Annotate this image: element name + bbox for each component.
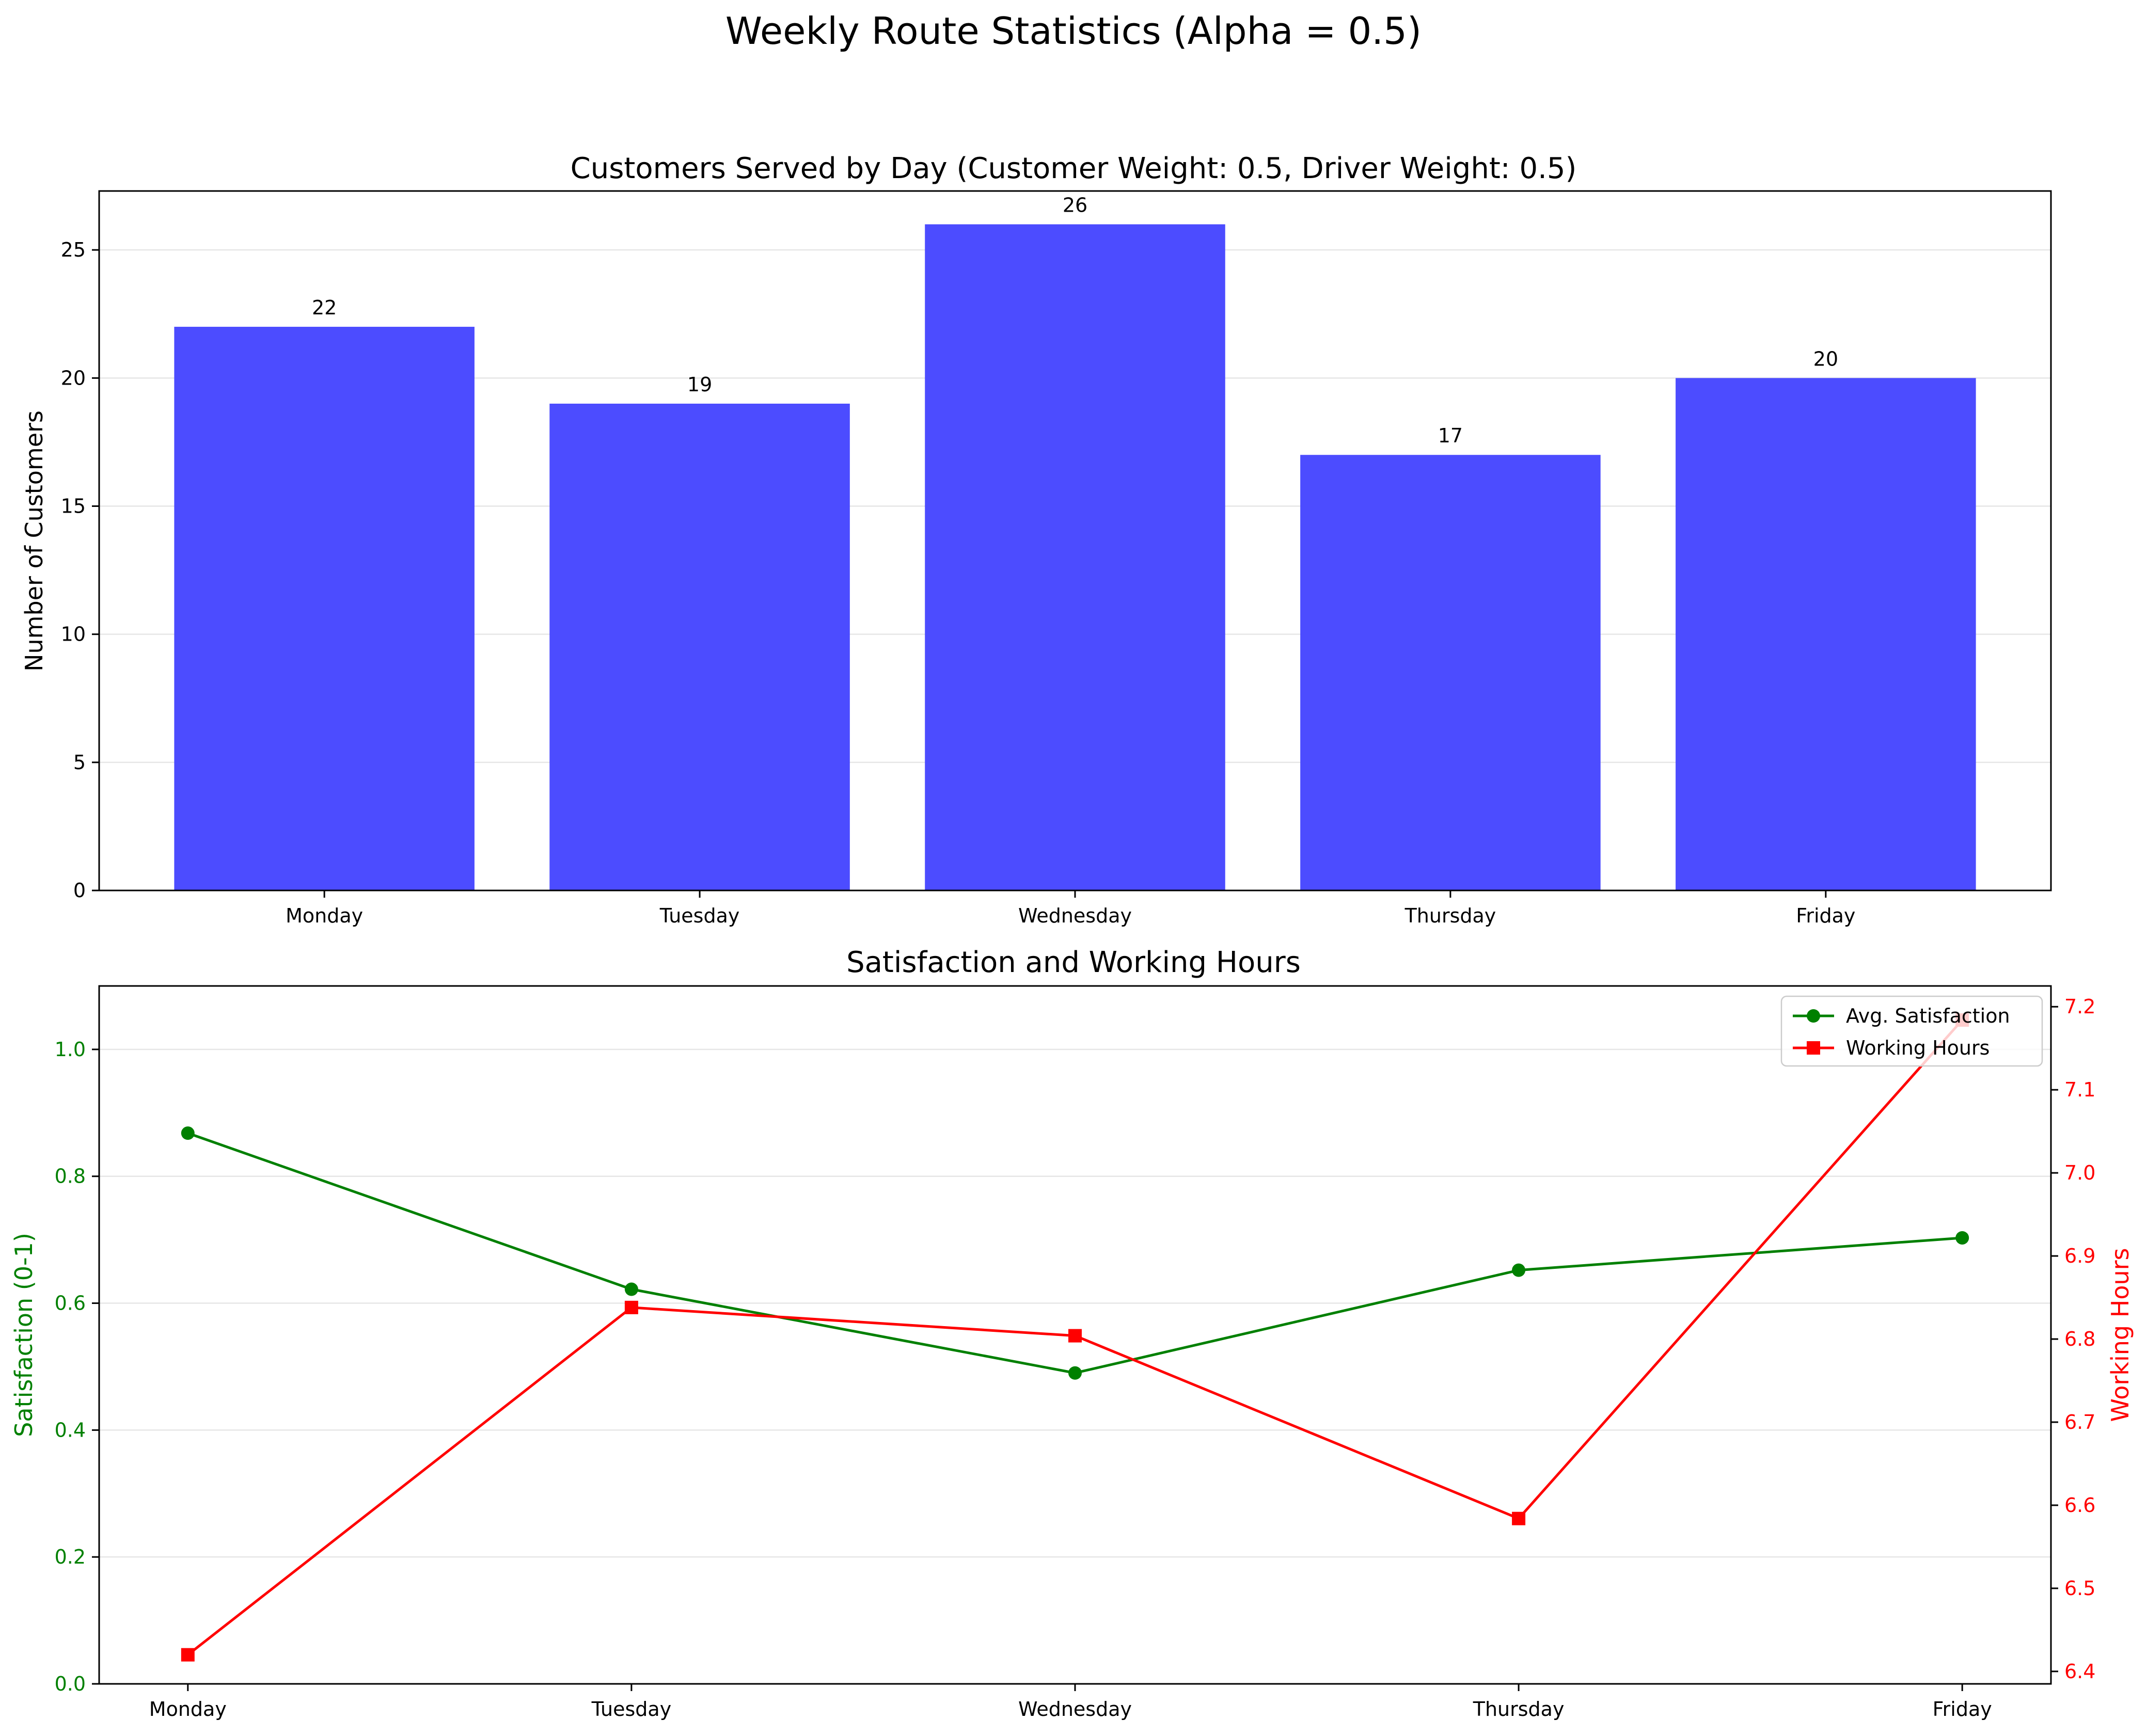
bar-data-label: 20 (1813, 347, 1838, 370)
legend-marker-avg-satisfaction (1807, 1009, 1820, 1023)
series-point-avg-satisfaction-monday (181, 1126, 195, 1140)
line-chart-left-y-ticks: 0.0 0.2 0.4 0.6 0.8 1.0 (55, 1038, 99, 1695)
series-point-working-hours-thursday (1512, 1511, 1526, 1525)
line-chart-title: Satisfaction and Working Hours (846, 946, 1301, 979)
bar-chart-x-tick-label: Tuesday (659, 904, 740, 927)
series-point-avg-satisfaction-wednesday (1068, 1366, 1082, 1380)
line-chart-left-y-tick-label: 0.0 (55, 1673, 86, 1695)
bar-chart-x-tick-label: Friday (1796, 904, 1855, 927)
legend-marker-working-hours (1807, 1041, 1820, 1055)
legend-entry-working-hours: Working Hours (1846, 1037, 1990, 1059)
series-point-working-hours-monday (181, 1648, 195, 1662)
bar-data-label: 19 (687, 373, 712, 396)
bar-thursday (1300, 455, 1601, 890)
series-point-avg-satisfaction-tuesday (624, 1282, 638, 1296)
bar-tuesday (549, 403, 850, 890)
bar-monday (174, 327, 475, 890)
line-chart-x-ticks: Monday Tuesday Wednesday Thursday Friday (149, 1684, 1992, 1721)
line-chart-right-y-tick-label: 6.8 (2064, 1328, 2095, 1350)
bar-chart-y-tick-label: 5 (73, 751, 86, 774)
line-chart-right-y-tick-label: 7.2 (2064, 995, 2095, 1018)
bar-chart-bars (174, 224, 1976, 890)
line-chart-left-y-tick-label: 0.8 (55, 1165, 86, 1188)
line-chart-x-tick-label: Monday (149, 1698, 227, 1721)
legend-entry-avg-satisfaction: Avg. Satisfaction (1846, 1005, 2010, 1027)
line-chart-left-y-tick-label: 0.2 (55, 1546, 86, 1568)
line-chart-right-y-tick-label: 7.1 (2064, 1078, 2095, 1101)
bar-chart-y-axis-label: Number of Customers (20, 410, 48, 672)
bar-chart-y-tick-label: 25 (61, 238, 86, 261)
customers-bar-chart: Customers Served by Day (Customer Weight… (20, 152, 2052, 927)
bar-chart-y-tick-label: 0 (73, 879, 86, 902)
figure-suptitle: Weekly Route Statistics (Alpha = 0.5) (725, 9, 1422, 53)
bar-wednesday (925, 224, 1225, 890)
line-chart-right-y-ticks: 6.4 6.5 6.6 6.7 6.8 6.9 7.0 7.1 7.2 (2051, 995, 2095, 1683)
bar-chart-data-labels: 22 19 26 17 20 (312, 194, 1838, 448)
bar-chart-y-tick-label: 10 (61, 623, 86, 646)
bar-chart-x-ticks: Monday Tuesday Wednesday Thursday Friday (286, 890, 1855, 927)
line-chart-right-y-tick-label: 6.9 (2064, 1245, 2095, 1267)
line-chart-left-y-axis-label: Satisfaction (0-1) (10, 1233, 38, 1437)
line-chart-left-y-tick-label: 0.6 (55, 1292, 86, 1315)
line-chart-x-tick-label: Friday (1933, 1698, 1992, 1721)
line-chart-legend: Avg. Satisfaction Working Hours (1780, 995, 2043, 1067)
line-chart-x-tick-label: Thursday (1473, 1698, 1565, 1721)
bar-data-label: 22 (312, 296, 337, 319)
bar-chart-y-ticks: 0 5 10 15 20 25 (61, 238, 99, 902)
line-chart-x-tick-label: Wednesday (1018, 1698, 1132, 1721)
line-chart-x-tick-label: Tuesday (591, 1698, 672, 1721)
line-chart-left-y-tick-label: 1.0 (55, 1038, 86, 1061)
series-point-avg-satisfaction-friday (1955, 1231, 1969, 1245)
line-chart-right-y-tick-label: 6.6 (2064, 1494, 2095, 1517)
line-chart-right-y-tick-label: 6.4 (2064, 1660, 2095, 1683)
bar-data-label: 17 (1438, 424, 1463, 447)
legend-box (1780, 995, 2043, 1067)
bar-chart-y-tick-label: 15 (61, 495, 86, 517)
bar-chart-y-tick-label: 20 (61, 367, 86, 389)
bar-friday (1676, 378, 1976, 890)
series-point-working-hours-tuesday (624, 1300, 638, 1314)
line-chart-right-y-axis-label: Working Hours (2106, 1248, 2134, 1422)
series-point-avg-satisfaction-thursday (1512, 1263, 1526, 1277)
bar-chart-x-tick-label: Monday (286, 904, 363, 927)
line-chart-right-y-tick-label: 7.0 (2064, 1161, 2095, 1184)
satisfaction-hours-line-chart: Satisfaction and Working Hours 0.0 0.2 0.4… (10, 946, 2134, 1721)
line-chart-right-y-tick-label: 6.5 (2064, 1577, 2095, 1600)
bar-chart-title: Customers Served by Day (Customer Weight… (571, 152, 1577, 185)
bar-chart-x-tick-label: Wednesday (1018, 904, 1132, 927)
bar-data-label: 26 (1063, 194, 1087, 217)
series-point-working-hours-wednesday (1068, 1329, 1082, 1343)
bar-chart-x-tick-label: Thursday (1404, 904, 1496, 927)
line-chart-left-y-tick-label: 0.4 (55, 1419, 86, 1441)
line-chart-right-y-tick-label: 6.7 (2064, 1411, 2095, 1434)
